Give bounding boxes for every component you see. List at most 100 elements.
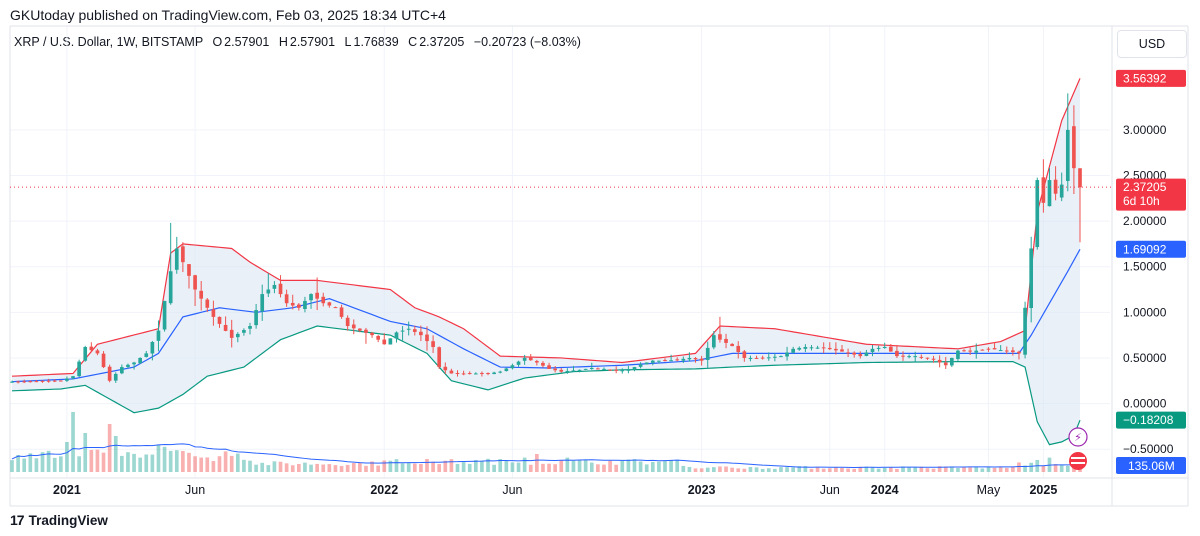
- candle: [736, 341, 741, 359]
- candle-body: [217, 316, 222, 324]
- candle: [589, 362, 594, 370]
- candle-body: [876, 347, 881, 349]
- price-tick-label: 3.00000: [1123, 123, 1167, 137]
- candle: [120, 364, 124, 375]
- flag-stripe-icon: [1071, 457, 1085, 459]
- candle-body: [1029, 248, 1034, 308]
- price-tag-bg: [1116, 69, 1186, 87]
- candle-body: [754, 357, 759, 359]
- candle: [425, 326, 429, 351]
- candle: [1017, 350, 1021, 360]
- candle-body: [577, 369, 582, 371]
- volume-bar: [486, 458, 490, 472]
- candle-body: [1065, 129, 1070, 181]
- volume-bar: [840, 467, 844, 472]
- candle-body: [650, 360, 655, 363]
- candle-body: [870, 348, 875, 352]
- candle-body: [492, 372, 496, 375]
- candle-body: [193, 275, 197, 290]
- open-value: 2.57901: [224, 35, 270, 49]
- candle: [1029, 236, 1034, 323]
- volume-bar: [907, 467, 911, 472]
- candle: [858, 351, 863, 359]
- volume-bar: [748, 467, 753, 472]
- candle-body: [1053, 179, 1058, 194]
- volume-bar: [248, 460, 252, 472]
- volume-bar: [58, 456, 63, 472]
- candle: [358, 328, 362, 333]
- volume-bar: [467, 463, 472, 472]
- volume-bar: [620, 460, 625, 472]
- candle-body: [858, 354, 863, 357]
- volume-bar: [71, 412, 75, 472]
- volume-bar: [650, 461, 655, 472]
- candle: [657, 360, 661, 364]
- volume-bar: [577, 459, 582, 472]
- volume-bar: [669, 460, 673, 472]
- candle-body: [925, 357, 930, 359]
- candle: [400, 326, 405, 341]
- candle: [925, 357, 930, 360]
- volume-bar: [400, 463, 405, 472]
- volume-bar: [419, 463, 423, 472]
- volume-bar: [797, 466, 802, 472]
- candle: [168, 222, 173, 305]
- volume-bar: [492, 464, 496, 472]
- candle: [937, 355, 942, 368]
- candle-body: [895, 350, 899, 357]
- candle-body: [602, 368, 606, 370]
- volume-bar: [766, 468, 771, 472]
- candle: [675, 357, 680, 362]
- candle-body: [297, 304, 301, 308]
- volume-tag-bg: [1116, 457, 1186, 474]
- volume-bar: [638, 461, 643, 472]
- candle-body: [382, 339, 387, 345]
- candle: [644, 362, 649, 365]
- volume-bar: [644, 464, 649, 472]
- candle-body: [339, 307, 344, 317]
- candle: [986, 347, 991, 352]
- candle: [638, 362, 643, 369]
- candle: [1059, 172, 1064, 202]
- volume-bar: [431, 461, 435, 472]
- volume-bar: [358, 462, 362, 472]
- candle: [174, 236, 179, 274]
- candle-body: [1078, 168, 1082, 188]
- candle-body: [974, 350, 979, 353]
- volume-bar: [711, 467, 716, 472]
- candle-body: [199, 290, 204, 299]
- price-tag-bg: [1116, 411, 1186, 429]
- candle: [565, 368, 570, 374]
- candle: [309, 293, 313, 309]
- candle-body: [1023, 307, 1027, 355]
- volume-bar: [785, 467, 789, 472]
- candle-body: [919, 356, 924, 358]
- currency-button[interactable]: USD: [1117, 30, 1187, 58]
- volume-bar: [504, 460, 509, 472]
- candle: [553, 366, 557, 373]
- candle: [998, 345, 1003, 352]
- flag-event-icon: [1069, 452, 1087, 470]
- candle-body: [431, 341, 435, 348]
- symbol-title[interactable]: XRP / U.S. Dollar, 1W, BITSTAMP: [14, 35, 203, 49]
- candle-body: [168, 271, 173, 304]
- candle: [16, 380, 20, 384]
- candle-body: [126, 364, 130, 367]
- candle-body: [77, 361, 81, 377]
- candle: [46, 378, 51, 383]
- candle: [596, 367, 600, 370]
- candle-body: [663, 360, 667, 362]
- volume-bar: [77, 456, 81, 472]
- volume-bar: [138, 457, 142, 472]
- candle: [498, 370, 503, 374]
- tradingview-logo: 17 TradingView: [10, 512, 108, 528]
- bb-lower-price-tag: −0.18208: [1116, 411, 1186, 429]
- price-tick-label: −0.50000: [1123, 442, 1174, 456]
- candle-body: [742, 351, 747, 358]
- volume-bar: [144, 454, 149, 472]
- candle: [345, 315, 350, 331]
- volume-bar: [632, 459, 637, 472]
- candle: [962, 349, 966, 352]
- candle-body: [931, 358, 936, 360]
